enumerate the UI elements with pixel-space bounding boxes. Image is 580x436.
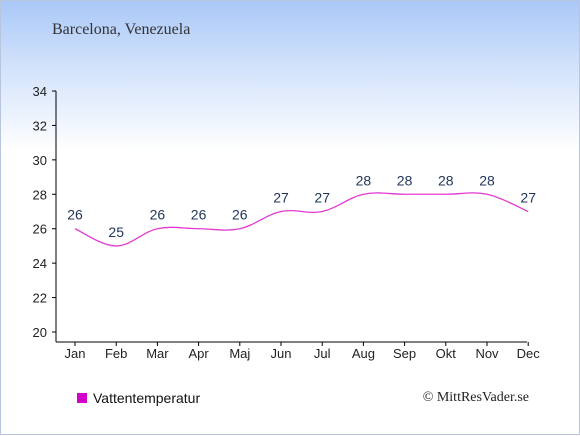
- y-tick-label: 26: [33, 222, 47, 237]
- y-tick-label: 22: [33, 291, 47, 306]
- data-label: 26: [232, 207, 248, 223]
- y-tick-label: 30: [33, 153, 47, 168]
- x-tick-label: Sep: [393, 346, 416, 361]
- legend: Vattentemperatur: [77, 390, 200, 406]
- y-tick-label: 24: [33, 256, 47, 271]
- data-label: 26: [191, 207, 207, 223]
- x-tick-label: Okt: [436, 346, 457, 361]
- x-tick-label: Mar: [146, 346, 169, 361]
- data-label: 27: [520, 190, 536, 206]
- data-label: 28: [397, 172, 413, 188]
- data-label: 28: [356, 172, 372, 188]
- y-tick-label: 32: [33, 118, 47, 133]
- y-tick-label: 20: [33, 325, 47, 340]
- chart-title: Barcelona, Venezuela: [52, 21, 191, 38]
- data-label: 26: [67, 207, 83, 223]
- x-tick-label: Aug: [352, 346, 375, 361]
- series-line-vattentemperatur: [74, 192, 529, 247]
- x-tick-label: Jul: [314, 346, 331, 361]
- x-tick-label: Feb: [105, 346, 127, 361]
- data-label: 27: [314, 190, 330, 206]
- data-label: 27: [273, 190, 289, 206]
- x-tick-label: Jun: [271, 346, 292, 361]
- x-tick-label: Maj: [229, 346, 250, 361]
- x-tick-label: Apr: [188, 346, 209, 361]
- legend-label: Vattentemperatur: [93, 390, 201, 406]
- copyright-text: © MittResVader.se: [422, 390, 529, 405]
- y-tick-label: 28: [33, 187, 47, 202]
- data-label: 28: [438, 172, 454, 188]
- x-tick-label: Dec: [517, 346, 541, 361]
- data-label: 28: [479, 172, 495, 188]
- x-tick-label: Nov: [475, 346, 499, 361]
- y-tick-label: 34: [33, 84, 47, 99]
- data-label: 25: [108, 224, 124, 240]
- legend-swatch: [77, 393, 87, 403]
- data-label: 26: [150, 207, 166, 223]
- x-tick-label: Jan: [65, 346, 86, 361]
